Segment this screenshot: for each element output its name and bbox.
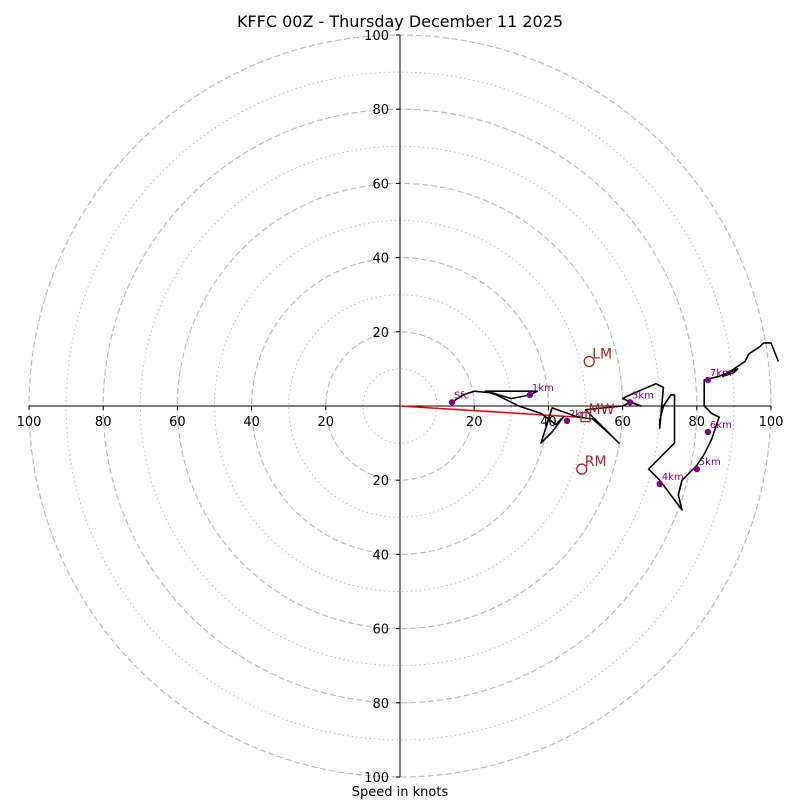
y-tick-label-bottom-1: 40 [372, 548, 389, 563]
storm-label-mw: MW [589, 402, 615, 418]
y-tick-label-top-1: 40 [372, 252, 389, 267]
x-tick-label-6: 40 [540, 415, 557, 430]
storm-marker-rm [576, 463, 588, 475]
y-tick-label-top-0: 20 [372, 326, 389, 341]
x-tick-label-2: 60 [169, 415, 186, 430]
height-point-3 [626, 399, 634, 406]
height-point-5 [693, 465, 700, 473]
y-tick-label-bottom-0: 20 [372, 474, 389, 489]
height-markers: Sfc 1km 2km 3km 4km 5km 6km 7km [448, 368, 732, 488]
height-point-2 [563, 417, 571, 425]
chart-title: KFFC 00Z - Thursday December 11 2025 [237, 12, 563, 31]
height-label-6: 6km [710, 420, 732, 431]
x-tick-label-4: 20 [318, 415, 335, 430]
storm-label-lm: LM [592, 346, 612, 362]
x-tick-label-7: 60 [614, 415, 631, 430]
y-tick-label-bottom-4: 100 [364, 771, 389, 786]
storm-marker-mw [580, 411, 591, 423]
x-tick-label-8: 80 [689, 415, 706, 430]
storm-label-rm: RM [585, 454, 607, 470]
height-label-7: 7km [710, 368, 732, 379]
height-point-0 [448, 399, 456, 406]
x-tick-label-5: 20 [466, 415, 483, 430]
y-tick-label-top-4: 100 [364, 29, 389, 44]
height-label-4: 4km [662, 472, 684, 483]
hodograph-line [451, 342, 780, 511]
x-tick-label-1: 80 [95, 415, 112, 430]
x-tick-label-0: 100 [17, 415, 42, 430]
tick-labels: 100 80 60 40 20 20 40 60 80 100 20 20 40 40 60 60 80 80 10… [17, 29, 784, 786]
height-label-5: 5km [699, 457, 721, 468]
height-label-0: Sfc [454, 390, 469, 401]
height-label-1: 1km [532, 383, 554, 394]
x-axis-label: Speed in knots [352, 785, 449, 800]
storm-motion-markers: LM MW RM [576, 346, 615, 475]
height-point-4 [656, 480, 663, 488]
storm-marker-lm [583, 355, 595, 368]
x-tick-label-9: 100 [759, 415, 784, 430]
x-tick-label-3: 40 [243, 415, 260, 430]
y-tick-label-top-3: 80 [372, 103, 389, 118]
height-point-1 [526, 391, 534, 399]
height-label-3: 3km [632, 390, 654, 401]
height-point-7 [704, 376, 712, 384]
bulk-shear-line [399, 405, 579, 418]
height-label-2: 2km [569, 409, 591, 420]
shear-vector [399, 405, 579, 418]
height-point-6 [704, 428, 712, 436]
y-tick-label-top-2: 60 [372, 177, 389, 192]
hodograph-trace [451, 342, 780, 511]
y-tick-label-bottom-2: 60 [372, 623, 389, 638]
y-tick-label-bottom-3: 80 [372, 697, 389, 712]
